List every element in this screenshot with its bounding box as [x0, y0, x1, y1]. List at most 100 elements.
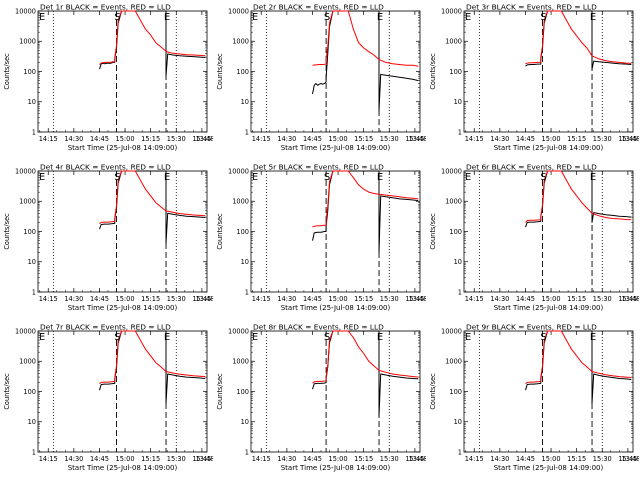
y-tick-label: 10 [454, 258, 462, 266]
x-end-label: 13:48 [408, 455, 426, 463]
plot-frame [37, 330, 208, 453]
x-tick-label: 14:45 [90, 455, 109, 463]
x-axis-label: Start Time (25-Jul-08 14:09:00) [494, 304, 604, 312]
y-tick-label: 10 [241, 98, 249, 106]
marker-e: E [590, 332, 596, 343]
x-tick-label: 15:45 [192, 135, 211, 143]
chart-panel-4: Det 4r BLACK = Events, RED = LLD 1 10 100 10… [3, 163, 213, 313]
marker-e-left: E [465, 12, 471, 23]
y-tick-label: 1 [245, 128, 249, 136]
y-tick-label: 1000 [19, 198, 36, 206]
y-tick-label: 10 [28, 98, 36, 106]
x-axis-label: Start Time (25-Jul-08 14:09:00) [281, 304, 391, 312]
x-end-label: 13:48 [621, 455, 639, 463]
y-tick-label: 100 [236, 388, 249, 396]
x-tick-label: 14:30 [277, 455, 296, 463]
marker-e: E [590, 12, 596, 23]
events-series-line [525, 330, 632, 404]
plot-frame [37, 170, 208, 293]
y-axis-label: Counts/sec [429, 373, 437, 410]
y-tick-label: 10000 [228, 327, 249, 335]
lld-series-line [312, 330, 419, 384]
x-tick-label: 14:30 [277, 135, 296, 143]
chart-title: Det 2r BLACK = Events, RED = LLD [253, 3, 384, 12]
y-tick-label: 10000 [228, 167, 249, 175]
x-tick-label: 15:15 [567, 295, 586, 303]
x-tick-label: 15:45 [192, 295, 211, 303]
marker-s: S [540, 332, 546, 343]
x-tick-label: 15:00 [542, 135, 561, 143]
marker-s: S [540, 12, 546, 23]
x-tick-label: 14:30 [64, 455, 83, 463]
x-tick-label: 15:45 [192, 455, 211, 463]
y-tick-label: 10000 [441, 167, 462, 175]
x-tick-label: 15:30 [380, 295, 399, 303]
x-tick-label: 14:15 [39, 135, 58, 143]
y-tick-label: 10 [241, 418, 249, 426]
marker-e-left: E [465, 332, 471, 343]
x-tick-label: 14:15 [252, 455, 271, 463]
y-tick-label: 1000 [232, 198, 249, 206]
x-axis-label: Start Time (25-Jul-08 14:09:00) [494, 464, 604, 472]
x-end-label: 13:48 [621, 295, 639, 303]
x-tick-label: 14:45 [90, 295, 109, 303]
lld-series-line [312, 170, 419, 228]
y-tick-label: 10000 [441, 327, 462, 335]
x-end-label: 13:48 [195, 135, 213, 143]
events-series-line [99, 330, 206, 404]
x-tick-label: 15:15 [567, 455, 586, 463]
x-tick-label: 15:15 [141, 135, 160, 143]
x-tick-label: 14:30 [277, 295, 296, 303]
y-tick-label: 100 [236, 228, 249, 236]
marker-e-left: E [39, 332, 45, 343]
x-axis-label: Start Time (25-Jul-08 14:09:00) [68, 144, 178, 152]
marker-e-left: E [252, 172, 258, 183]
events-series-line [525, 10, 632, 70]
x-tick-label: 14:15 [252, 135, 271, 143]
lld-series-line [525, 170, 632, 223]
y-tick-label: 10000 [15, 7, 36, 15]
y-tick-label: 1000 [445, 358, 462, 366]
y-tick-label: 100 [449, 388, 462, 396]
y-axis-label: Counts/sec [216, 213, 224, 250]
chart-title: Det 9r BLACK = Events, RED = LLD [466, 323, 597, 332]
plot-frame [463, 10, 634, 133]
marker-s: S [114, 172, 120, 183]
x-tick-label: 14:45 [516, 455, 535, 463]
y-tick-label: 1000 [445, 198, 462, 206]
y-axis-label: Counts/sec [3, 373, 11, 410]
y-axis-label: Counts/sec [429, 213, 437, 250]
x-tick-label: 15:45 [405, 455, 424, 463]
marker-e: E [590, 172, 596, 183]
y-axis-label: Counts/sec [216, 53, 224, 90]
y-tick-label: 10000 [15, 167, 36, 175]
lld-series-line [99, 170, 206, 225]
marker-e: E [164, 332, 170, 343]
x-tick-label: 14:45 [303, 295, 322, 303]
x-tick-label: 15:00 [542, 295, 561, 303]
marker-s: S [324, 172, 330, 183]
marker-e-left: E [465, 172, 471, 183]
chart-panel-5: Det 5r BLACK = Events, RED = LLD 1 10 100 10… [216, 163, 426, 313]
x-tick-label: 14:15 [465, 455, 484, 463]
events-series-line [525, 170, 632, 228]
chart-panel-6: Det 6r BLACK = Events, RED = LLD 1 10 100 10… [429, 163, 639, 313]
x-tick-label: 15:15 [354, 455, 373, 463]
x-end-label: 13:48 [195, 295, 213, 303]
x-tick-label: 14:45 [90, 135, 109, 143]
marker-e-left: E [39, 172, 45, 183]
x-end-label: 13:48 [621, 135, 639, 143]
x-tick-label: 14:15 [39, 295, 58, 303]
marker-e: E [377, 172, 383, 183]
marker-s: S [540, 172, 546, 183]
x-tick-label: 15:00 [329, 295, 348, 303]
chart-title: Det 6r BLACK = Events, RED = LLD [466, 163, 597, 172]
x-axis-label: Start Time (25-Jul-08 14:09:00) [68, 304, 178, 312]
lld-series-line [99, 10, 206, 65]
y-tick-label: 1000 [19, 38, 36, 46]
chart-panel-9: Det 9r BLACK = Events, RED = LLD 1 10 100 10… [429, 323, 639, 473]
x-tick-label: 14:30 [490, 295, 509, 303]
lld-series-line [525, 330, 632, 385]
y-tick-label: 1 [32, 128, 36, 136]
x-end-label: 13:48 [195, 455, 213, 463]
